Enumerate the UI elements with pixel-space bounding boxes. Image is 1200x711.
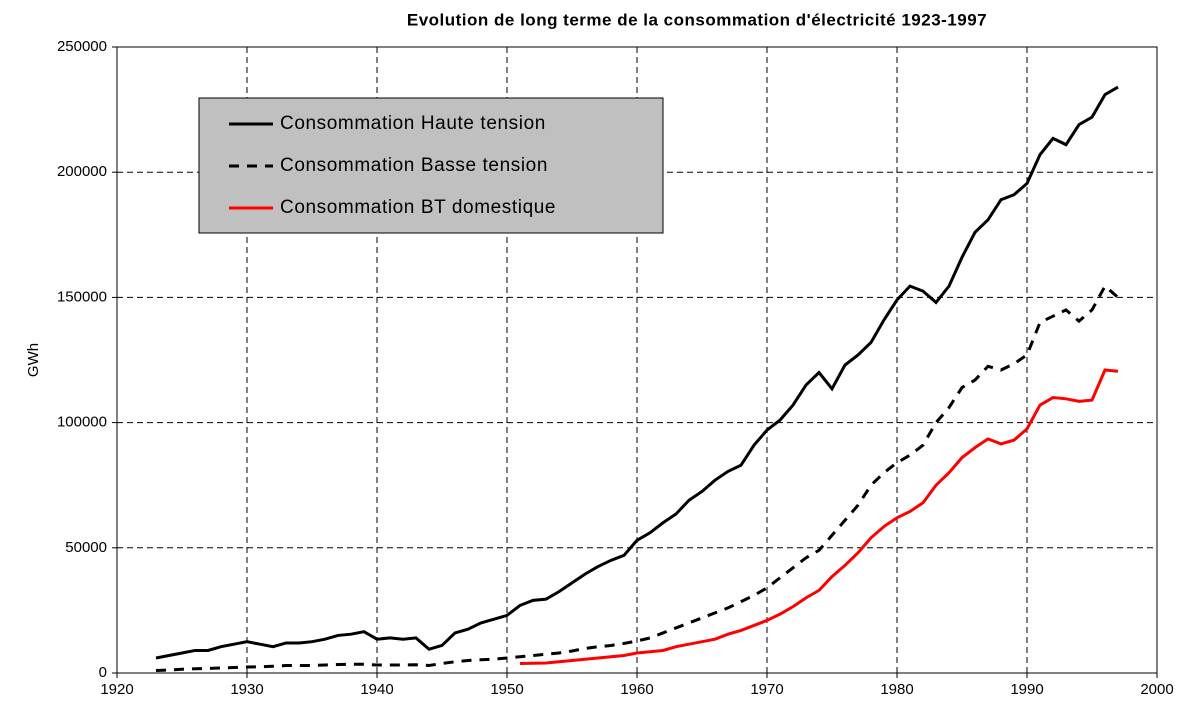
y-tick-label: 200000 — [57, 163, 107, 180]
series-line — [519, 368, 1119, 665]
y-axis-label: GWh — [25, 343, 42, 377]
x-tick-label: 1960 — [620, 681, 653, 698]
y-tick-label: 0 — [99, 664, 107, 681]
x-tick-label: 1980 — [880, 681, 913, 698]
x-tick-label: 1970 — [750, 681, 783, 698]
x-tick-label: 1930 — [230, 681, 263, 698]
y-tick-label: 250000 — [57, 38, 107, 55]
legend-box — [198, 97, 664, 234]
legend-label: Consommation Basse tension — [280, 155, 548, 176]
x-tick-label: 1990 — [1010, 681, 1043, 698]
x-tick-label: 1920 — [100, 681, 133, 698]
legend-label: Consommation Haute tension — [280, 113, 546, 134]
x-tick-label: 1950 — [490, 681, 523, 698]
x-tick-label: 1940 — [360, 681, 393, 698]
plot-frame — [116, 46, 1158, 674]
legend-label: Consommation BT domestique — [280, 197, 556, 218]
x-tick-label: 2000 — [1140, 681, 1173, 698]
chart-title: Evolution de long terme de la consommati… — [407, 10, 987, 29]
series-line — [155, 85, 1119, 660]
y-tick-label: 100000 — [57, 414, 107, 431]
y-tick-label: 50000 — [65, 539, 107, 556]
y-tick-label: 150000 — [57, 288, 107, 305]
